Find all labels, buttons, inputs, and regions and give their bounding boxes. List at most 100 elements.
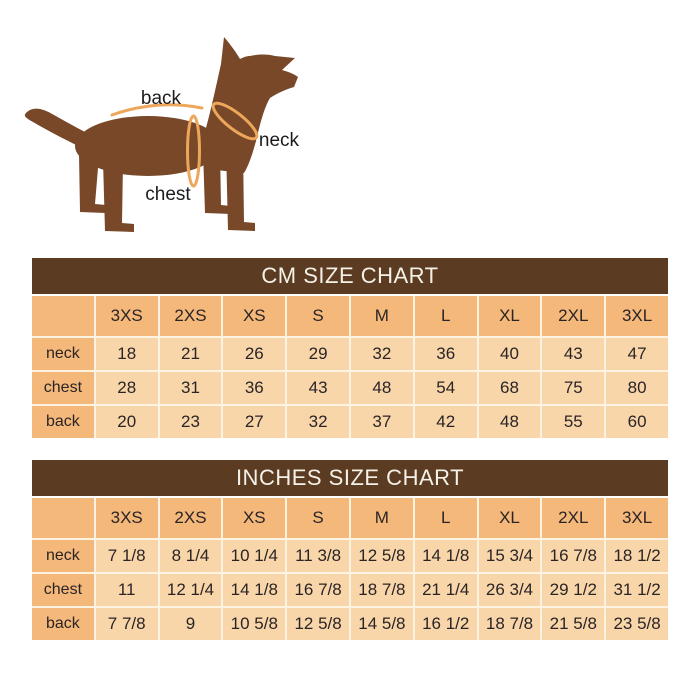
cell-chest-3xs: 28 bbox=[95, 372, 158, 404]
cell-back-m: 37 bbox=[350, 406, 413, 438]
cell-back-l: 16 1/2 bbox=[414, 608, 477, 640]
size-header-2xl: 2XL bbox=[542, 498, 605, 538]
cell-back-s: 32 bbox=[287, 406, 349, 438]
size-header-xl: XL bbox=[478, 296, 541, 336]
cell-back-2xs: 23 bbox=[159, 406, 222, 438]
dog-rear-leg-near bbox=[103, 160, 134, 232]
dog-front-leg-far bbox=[203, 150, 231, 214]
size-header-3xl: 3XL bbox=[606, 296, 668, 336]
row-label-back: back bbox=[32, 406, 94, 438]
neck-label: neck bbox=[259, 130, 300, 151]
dog-silhouette bbox=[24, 37, 298, 232]
cell-back-xl: 48 bbox=[478, 406, 541, 438]
cell-chest-2xs: 12 1/4 bbox=[159, 574, 222, 606]
cell-neck-m: 12 5/8 bbox=[350, 540, 413, 572]
size-header-m: M bbox=[350, 296, 413, 336]
cm-size-chart-grid: 3XS 2XS XS S M L XL 2XL 3XL neck 18 21 26 29 32 36 40 43 4… bbox=[32, 296, 668, 438]
cell-chest-xs: 36 bbox=[223, 372, 286, 404]
cell-back-3xl: 60 bbox=[606, 406, 668, 438]
back-measure-line bbox=[110, 103, 204, 117]
row-label-neck: neck bbox=[32, 540, 94, 572]
cm-size-chart: CM SIZE CHART 3XS 2XS XS S M L XL 2XL 3XL neck 18 2… bbox=[32, 258, 668, 438]
size-header-2xl: 2XL bbox=[542, 296, 605, 336]
dog-body bbox=[75, 116, 221, 176]
row-label-chest: chest bbox=[32, 574, 94, 606]
cell-neck-3xl: 47 bbox=[606, 338, 668, 370]
dog-head-and-neck bbox=[206, 37, 298, 173]
row-label-back: back bbox=[32, 608, 94, 640]
cell-chest-xl: 26 3/4 bbox=[478, 574, 541, 606]
measurement-lines bbox=[110, 101, 259, 188]
chest-measure-ellipse bbox=[186, 114, 201, 188]
chest-label: chest bbox=[145, 184, 191, 205]
cm-size-chart-title: CM SIZE CHART bbox=[32, 258, 668, 294]
cell-neck-3xs: 18 bbox=[95, 338, 158, 370]
cell-neck-l: 36 bbox=[414, 338, 477, 370]
cell-chest-xl: 68 bbox=[478, 372, 541, 404]
size-header-2xs: 2XS bbox=[159, 498, 222, 538]
cell-back-3xs: 20 bbox=[95, 406, 158, 438]
size-header-3xl: 3XL bbox=[606, 498, 668, 538]
inches-size-chart-title: INCHES SIZE CHART bbox=[32, 460, 668, 496]
size-header-2xs: 2XS bbox=[159, 296, 222, 336]
cell-chest-l: 54 bbox=[414, 372, 477, 404]
cell-chest-2xl: 29 1/2 bbox=[542, 574, 605, 606]
size-header-l: L bbox=[414, 296, 477, 336]
row-label-neck: neck bbox=[32, 338, 94, 370]
cell-neck-3xl: 18 1/2 bbox=[606, 540, 668, 572]
cell-chest-m: 18 7/8 bbox=[350, 574, 413, 606]
cell-chest-l: 21 1/4 bbox=[414, 574, 477, 606]
cell-chest-m: 48 bbox=[350, 372, 413, 404]
cell-back-3xl: 23 5/8 bbox=[606, 608, 668, 640]
cell-neck-l: 14 1/8 bbox=[414, 540, 477, 572]
inches-size-chart-grid: 3XS 2XS XS S M L XL 2XL 3XL neck 7 1/8 8 1/4 10 1/4 1… bbox=[32, 498, 668, 640]
cell-neck-xl: 40 bbox=[478, 338, 541, 370]
dog-rear-leg-far bbox=[79, 153, 106, 213]
row-label-chest: chest bbox=[32, 372, 94, 404]
cell-back-2xl: 55 bbox=[542, 406, 605, 438]
size-header-s: S bbox=[287, 296, 349, 336]
cell-chest-2xl: 75 bbox=[542, 372, 605, 404]
cell-chest-xs: 14 1/8 bbox=[223, 574, 286, 606]
back-label: back bbox=[141, 88, 182, 109]
corner-cell bbox=[32, 498, 94, 538]
cell-neck-xl: 15 3/4 bbox=[478, 540, 541, 572]
cell-neck-s: 29 bbox=[287, 338, 349, 370]
cell-back-xs: 27 bbox=[223, 406, 286, 438]
dog-measurement-diagram: back neck chest bbox=[24, 37, 300, 232]
size-header-xl: XL bbox=[478, 498, 541, 538]
size-header-m: M bbox=[350, 498, 413, 538]
cell-back-l: 42 bbox=[414, 406, 477, 438]
corner-cell bbox=[32, 296, 94, 336]
cell-chest-s: 43 bbox=[287, 372, 349, 404]
cell-neck-2xs: 21 bbox=[159, 338, 222, 370]
neck-measure-ellipse bbox=[211, 101, 259, 141]
size-header-xs: XS bbox=[223, 498, 286, 538]
cell-back-3xs: 7 7/8 bbox=[95, 608, 158, 640]
cell-chest-3xs: 11 bbox=[95, 574, 158, 606]
cell-neck-xs: 10 1/4 bbox=[223, 540, 286, 572]
cell-back-s: 12 5/8 bbox=[287, 608, 349, 640]
size-header-3xs: 3XS bbox=[95, 498, 158, 538]
cell-back-xs: 10 5/8 bbox=[223, 608, 286, 640]
cell-back-2xs: 9 bbox=[159, 608, 222, 640]
cell-neck-m: 32 bbox=[350, 338, 413, 370]
cell-back-xl: 18 7/8 bbox=[478, 608, 541, 640]
size-header-3xs: 3XS bbox=[95, 296, 158, 336]
size-header-s: S bbox=[287, 498, 349, 538]
inches-size-chart: INCHES SIZE CHART 3XS 2XS XS S M L XL 2XL 3XL nec… bbox=[32, 460, 668, 640]
cell-neck-2xs: 8 1/4 bbox=[159, 540, 222, 572]
cell-back-m: 14 5/8 bbox=[350, 608, 413, 640]
cell-chest-s: 16 7/8 bbox=[287, 574, 349, 606]
cell-back-2xl: 21 5/8 bbox=[542, 608, 605, 640]
cell-neck-2xl: 43 bbox=[542, 338, 605, 370]
cell-neck-2xl: 16 7/8 bbox=[542, 540, 605, 572]
cell-neck-s: 11 3/8 bbox=[287, 540, 349, 572]
cell-neck-xs: 26 bbox=[223, 338, 286, 370]
cell-chest-2xs: 31 bbox=[159, 372, 222, 404]
size-header-l: L bbox=[414, 498, 477, 538]
cell-chest-3xl: 31 1/2 bbox=[606, 574, 668, 606]
size-header-xs: XS bbox=[223, 296, 286, 336]
cell-chest-3xl: 80 bbox=[606, 372, 668, 404]
